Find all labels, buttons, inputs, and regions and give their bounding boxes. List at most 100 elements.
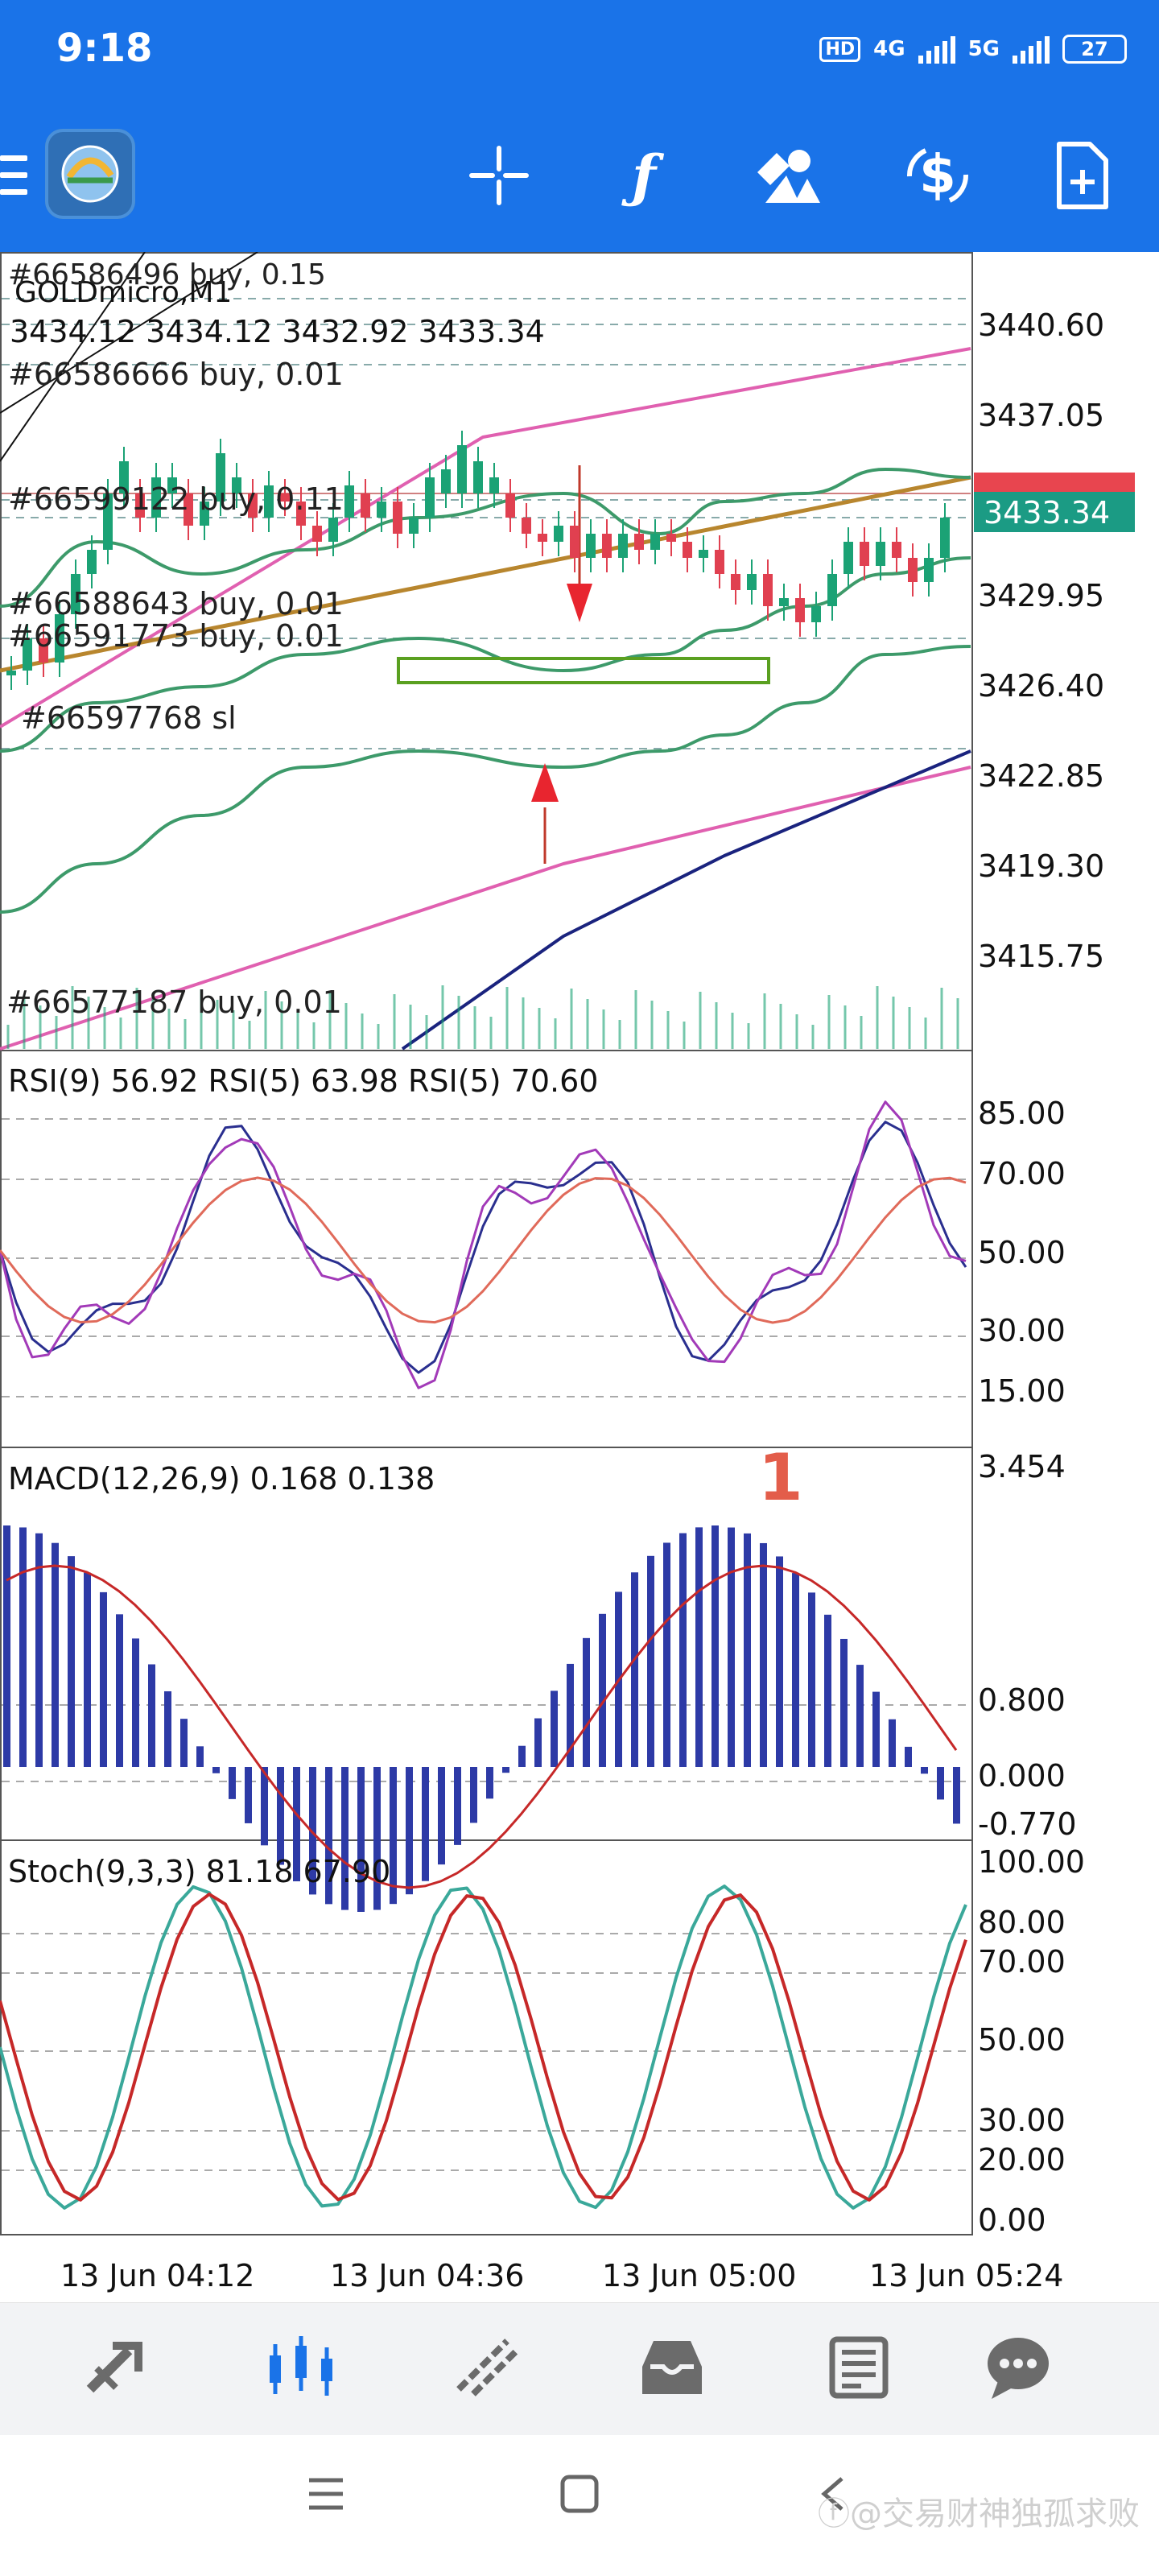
- signal-icon: [918, 35, 955, 64]
- macd-bar: [647, 1555, 654, 1767]
- bottom-navigation: [0, 2302, 1159, 2435]
- chart-icon[interactable]: [254, 2319, 350, 2416]
- macd-bar: [905, 1746, 912, 1767]
- candle: [71, 574, 80, 614]
- candle: [151, 477, 161, 518]
- price-chart[interactable]: GOLDmicro,M1 3434.12 3434.12 3432.92 343…: [0, 252, 1159, 2302]
- candle: [827, 574, 837, 606]
- macd-bar: [438, 1767, 445, 1865]
- macd-bar: [180, 1719, 188, 1767]
- app-toolbar: ƒ $: [0, 103, 1159, 252]
- macd-bar: [551, 1690, 558, 1767]
- home-button[interactable]: [559, 2474, 600, 2514]
- macd-bar: [245, 1767, 252, 1823]
- quotes-icon[interactable]: [68, 2319, 165, 2416]
- svg-text:$: $: [919, 143, 956, 205]
- price-axis-label: 3419.30: [978, 848, 1104, 884]
- candle: [441, 469, 451, 493]
- macd-bar: [454, 1767, 461, 1845]
- candle: [232, 477, 241, 493]
- macd-bar: [116, 1614, 123, 1767]
- new-document-icon[interactable]: [1038, 135, 1127, 216]
- macd-bar: [921, 1767, 928, 1774]
- black-ma-line: [0, 252, 258, 414]
- candle: [666, 534, 676, 542]
- macd-bar: [711, 1525, 719, 1767]
- candle: [361, 493, 370, 518]
- order-label-4: #66588643 buy, 0.01: [8, 586, 344, 621]
- news-icon[interactable]: [809, 2319, 905, 2416]
- rsi-line-5b: [0, 1176, 967, 1324]
- range-box: [397, 657, 770, 684]
- candle: [554, 526, 563, 542]
- back-button[interactable]: [813, 2474, 853, 2514]
- trade-icon[interactable]: [439, 2319, 535, 2416]
- macd-bar: [937, 1767, 944, 1800]
- price-axis-label: 3429.95: [978, 578, 1104, 613]
- candle: [892, 542, 901, 558]
- macd-bar: [840, 1638, 848, 1767]
- dollar-icon[interactable]: $: [893, 135, 982, 216]
- current-price-tag: [974, 492, 1135, 532]
- candle: [860, 542, 869, 566]
- app-logo[interactable]: [45, 129, 135, 219]
- candle: [618, 534, 628, 558]
- ohlc-readout: 3434.12 3434.12 3432.92 3433.34: [10, 314, 545, 349]
- rsi-level: 85.00: [978, 1096, 1066, 1131]
- price-axis-label: 3440.60: [978, 308, 1104, 343]
- stoch-level: 80.00: [978, 1905, 1066, 1940]
- candle: [280, 493, 290, 502]
- buy-arrow-icon: [531, 763, 559, 802]
- candle: [779, 598, 789, 606]
- bollinger-mid: [0, 556, 971, 753]
- candle: [843, 542, 853, 574]
- chat-icon[interactable]: [970, 2319, 1066, 2416]
- macd-bar: [567, 1663, 574, 1767]
- recent-apps-button[interactable]: [306, 2474, 346, 2514]
- history-icon[interactable]: [624, 2319, 720, 2416]
- crosshair-icon[interactable]: [455, 135, 543, 216]
- macd-header: MACD(12,26,9) 0.168 0.138: [8, 1461, 435, 1496]
- macd-bar: [19, 1527, 27, 1767]
- rsi-level: 15.00: [978, 1373, 1066, 1409]
- candle: [940, 518, 950, 558]
- current-price: 3433.34: [984, 495, 1110, 530]
- stoch-header: Stoch(9,3,3) 81.18 67.90: [8, 1854, 390, 1889]
- candle: [505, 493, 515, 518]
- shapes-icon[interactable]: [744, 135, 833, 216]
- macd-bar: [824, 1614, 831, 1767]
- macd-bar: [3, 1525, 10, 1767]
- stoch-level: 0.00: [978, 2202, 1046, 2238]
- candle: [473, 461, 483, 493]
- pink-ma-lower: [0, 766, 971, 1051]
- rsi-header: RSI(9) 56.92 RSI(5) 63.98 RSI(5) 70.60: [8, 1063, 598, 1099]
- candle: [103, 493, 113, 550]
- macd-bar: [357, 1767, 365, 1912]
- order-label-5: #66591773 buy, 0.01: [8, 618, 344, 654]
- bollinger-lower: [0, 645, 971, 914]
- system-icons: HD 4G 5G 27: [819, 29, 1127, 69]
- function-icon[interactable]: ƒ: [631, 142, 657, 209]
- order-label-7: #66577187 buy, 0.01: [6, 985, 342, 1020]
- macd-bar: [164, 1690, 171, 1767]
- time-axis-label: 13 Jun 05:24: [869, 2258, 1063, 2293]
- candle: [248, 493, 258, 518]
- menu-icon[interactable]: [0, 155, 27, 199]
- macd-bar: [261, 1767, 268, 1846]
- macd-bar: [84, 1572, 91, 1767]
- macd-bar: [100, 1591, 107, 1767]
- price-axis-label: 3415.75: [978, 939, 1104, 974]
- macd-bar: [744, 1533, 751, 1767]
- candle: [216, 453, 225, 502]
- macd-bar: [856, 1665, 864, 1767]
- macd-bar: [52, 1542, 59, 1767]
- candle: [264, 485, 274, 518]
- candle: [715, 550, 724, 574]
- black-ma-line: [0, 252, 146, 462]
- macd-bar: [68, 1556, 75, 1767]
- macd-bar: [953, 1767, 960, 1824]
- macd-bar: [663, 1542, 670, 1767]
- candle: [811, 606, 821, 622]
- macd-bar: [341, 1767, 349, 1910]
- macd-bar: [502, 1767, 509, 1773]
